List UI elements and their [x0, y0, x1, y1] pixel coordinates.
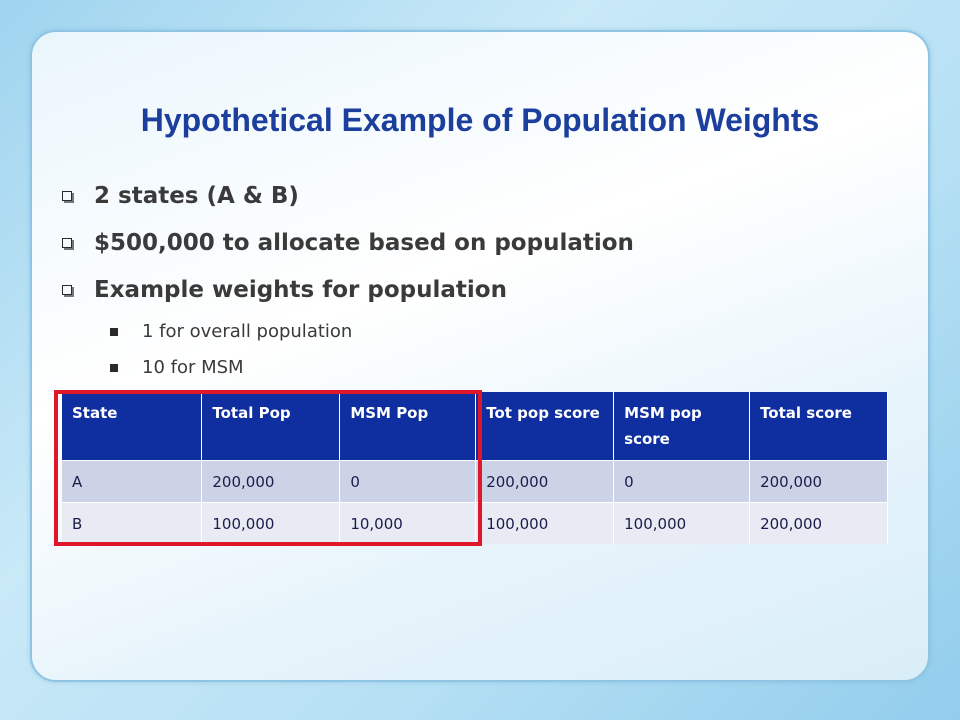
bullet-list: 2 states (A & B) $500,000 to allocate ba…: [62, 176, 634, 389]
table-cell: 200,000: [749, 460, 888, 503]
checkbox-bullet-icon: [62, 238, 72, 248]
checkbox-bullet-icon: [62, 191, 72, 201]
table-header-row: State Total Pop MSM Pop Tot pop score MS…: [62, 392, 888, 461]
sub-bullet-text: 10 for MSM: [142, 357, 244, 378]
table-cell: 200,000: [201, 460, 341, 503]
table-cell: 100,000: [201, 502, 341, 544]
sub-bullet-text: 1 for overall population: [142, 321, 353, 342]
slide-title: Hypothetical Example of Population Weigh…: [140, 102, 820, 138]
table-cell: 200,000: [475, 460, 615, 503]
table-cell: 10,000: [339, 502, 477, 544]
column-header-tot-pop-score: Tot pop score: [475, 392, 615, 461]
column-header-total-pop: Total Pop: [201, 392, 341, 461]
table-cell: B: [62, 502, 203, 544]
sub-bullet-item: 10 for MSM: [62, 353, 634, 389]
table-row: B 100,000 10,000 100,000 100,000 200,000: [62, 502, 888, 544]
table-cell: 0: [339, 460, 477, 503]
bullet-item: Example weights for population: [62, 270, 634, 317]
bullet-text: $500,000 to allocate based on population: [94, 230, 634, 256]
column-header-msm-pop: MSM Pop: [339, 392, 477, 461]
population-table: State Total Pop MSM Pop Tot pop score MS…: [62, 392, 888, 544]
column-header-msm-pop-score: MSM pop score: [613, 392, 751, 461]
sub-bullet-item: 1 for overall population: [62, 317, 634, 353]
square-bullet-icon: [110, 364, 118, 372]
bullet-item: 2 states (A & B): [62, 176, 634, 223]
column-header-state: State: [62, 392, 203, 461]
table-cell: 100,000: [613, 502, 751, 544]
checkbox-bullet-icon: [62, 285, 72, 295]
bullet-text: 2 states (A & B): [94, 183, 299, 209]
table-cell: 200,000: [749, 502, 888, 544]
slide-frame: [30, 30, 930, 682]
table-cell: A: [62, 460, 203, 503]
bullet-item: $500,000 to allocate based on population: [62, 223, 634, 270]
table-row: A 200,000 0 200,000 0 200,000: [62, 460, 888, 503]
column-header-total-score: Total score: [749, 392, 888, 461]
bullet-text: Example weights for population: [94, 277, 507, 303]
table-cell: 100,000: [475, 502, 615, 544]
square-bullet-icon: [110, 328, 118, 336]
table-cell: 0: [613, 460, 751, 503]
